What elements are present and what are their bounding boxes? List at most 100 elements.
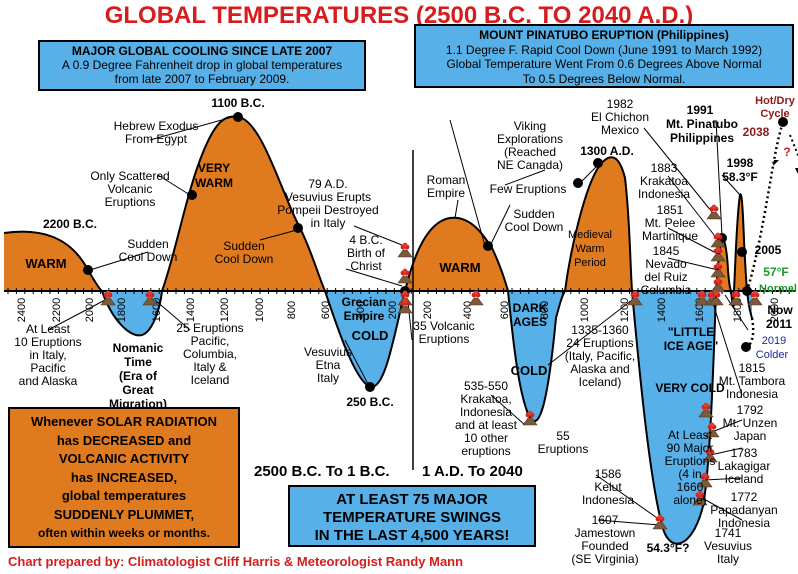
annotation-now: Now <box>767 303 793 317</box>
volcano-icon <box>697 472 713 488</box>
annotation-leader <box>344 339 370 387</box>
volcano-plume <box>715 277 721 283</box>
note-line: Mt. Tambora <box>719 374 786 388</box>
ad-tick-label: 400 <box>462 301 474 319</box>
note-sudden2: Sudden Cool Down <box>215 239 274 266</box>
note-line: Eruptions <box>419 332 470 346</box>
note-line: At Least <box>668 428 713 442</box>
note-line: 24 Eruptions <box>566 336 633 350</box>
note-line: Eruptions <box>105 195 156 209</box>
note-1335: 1335-1360 24 Eruptions (Italy, Pacific, Ala… <box>565 323 635 389</box>
volcano-cone <box>710 253 726 262</box>
volcano-plume <box>527 410 533 416</box>
note-line: Eruptions <box>538 442 589 456</box>
annotation-leader <box>547 299 633 366</box>
annotation-583: 58.3°F <box>722 170 757 184</box>
volcano-icon <box>652 514 668 530</box>
projection-arrowhead <box>795 168 798 174</box>
volcano-plume <box>711 204 717 210</box>
note-line: Iceland) <box>579 375 622 389</box>
data-point <box>741 342 751 352</box>
annotation-1100: 1100 B.C. <box>211 96 264 110</box>
volcano-icon <box>710 246 726 262</box>
projection-cold <box>745 317 755 349</box>
note-1792: 1792 Mt. Unzen Japan <box>723 403 778 443</box>
note-scattered: Only Scattered Volcanic Eruptions <box>90 169 169 209</box>
note-line: Roman <box>427 173 466 187</box>
note-line: Etna <box>316 358 341 372</box>
annotation-leader <box>715 119 723 237</box>
pinatubo-line3: To 0.5 Degrees Below Normal. <box>522 71 686 86</box>
note-line: Time <box>124 355 152 369</box>
note-line: 1586 <box>595 467 622 481</box>
annotation-phil: Philippines <box>670 131 734 145</box>
ad-tick-label: 800 <box>539 301 551 319</box>
annotation-colder: Colder <box>756 349 789 361</box>
bc-tick-label: 200 <box>387 301 399 319</box>
volcano-icon <box>397 242 413 258</box>
note-line: 10 other <box>464 431 508 445</box>
annotation-leader <box>345 268 403 287</box>
annotation-leader <box>154 299 191 331</box>
note-line: 25 Eruptions <box>176 321 243 335</box>
note-line: 1783 <box>731 446 758 460</box>
volcano-plume <box>697 490 703 496</box>
annotation-2005: 2005 <box>755 243 782 257</box>
annotation-1998: 1998 <box>727 156 754 170</box>
note-line: 535-550 <box>464 379 508 393</box>
note-line: DARK <box>513 301 548 315</box>
note-line: Krakatoa, <box>460 392 511 406</box>
note-line: Volcanic <box>108 182 153 196</box>
annotation-2019: 2019 <box>762 335 786 347</box>
note-line: 1815 <box>739 361 766 375</box>
note-line: Explorations <box>497 132 563 146</box>
note-nomanic: Nomanic Time (Era of Great Migration) <box>109 341 167 411</box>
volcano-cone <box>692 497 708 506</box>
solar-line3: VOLCANIC ACTIVITY <box>58 451 190 466</box>
note-line: (Italy, Pacific, <box>565 349 635 363</box>
note-line: 35 Volcanic <box>413 319 474 333</box>
note-line: Great <box>122 383 153 397</box>
volcano-icon <box>397 298 413 314</box>
annotation-2038: 2038 <box>743 125 770 139</box>
annotation-leader <box>579 162 601 184</box>
volcano-cone <box>100 297 116 306</box>
volcano-plume <box>632 290 638 296</box>
note-1586: 1586 Kelut Indonesia <box>582 467 634 507</box>
annotation-leader <box>490 394 526 426</box>
volcano-cone <box>706 211 722 220</box>
annotation-leader <box>353 225 403 246</box>
annotation-cycle: Cycle <box>760 108 789 120</box>
note-line: Columbia, <box>183 347 237 361</box>
era-right-label: 1 A.D. To 2040 <box>422 463 523 480</box>
annotation-leader <box>643 127 713 213</box>
volcano-cone <box>397 275 413 284</box>
swings-line1: AT LEAST 75 MAJOR <box>336 491 488 508</box>
volcano-plume <box>733 290 739 296</box>
zone-label: COLD <box>511 363 548 378</box>
volcano-cone <box>694 297 710 306</box>
ad-tick-label: 1400 <box>656 298 668 322</box>
volcano-plume <box>402 290 408 296</box>
volcano-cone <box>142 297 158 306</box>
bc-tick-label: 2200 <box>51 298 63 322</box>
annotation-leader <box>721 174 741 196</box>
data-point <box>83 265 93 275</box>
projection-arrowhead <box>773 160 779 166</box>
annotation-1991: 1991 <box>687 103 714 117</box>
note-4bc: 4 B.C. Birth of Christ <box>347 233 386 273</box>
annotation-leader <box>89 251 149 271</box>
annotation-hot: Hot/Dry <box>755 95 796 107</box>
volcano-plume <box>657 514 663 520</box>
note-line: 1607 <box>592 513 619 527</box>
note-line: (Era of <box>119 369 158 383</box>
bc-tick-label: 1800 <box>116 298 128 322</box>
volcano-plume <box>402 242 408 248</box>
note-line: (4 in <box>678 467 701 481</box>
note-vesuvius79: 79 A.D. Vesuvius Erupts Pompeii Destroyed i… <box>277 177 378 230</box>
zone-label: WARM <box>439 260 480 275</box>
note-line: Indonesia <box>460 405 512 419</box>
data-point <box>778 117 788 127</box>
data-point <box>593 158 603 168</box>
annotation-leader <box>704 477 743 481</box>
